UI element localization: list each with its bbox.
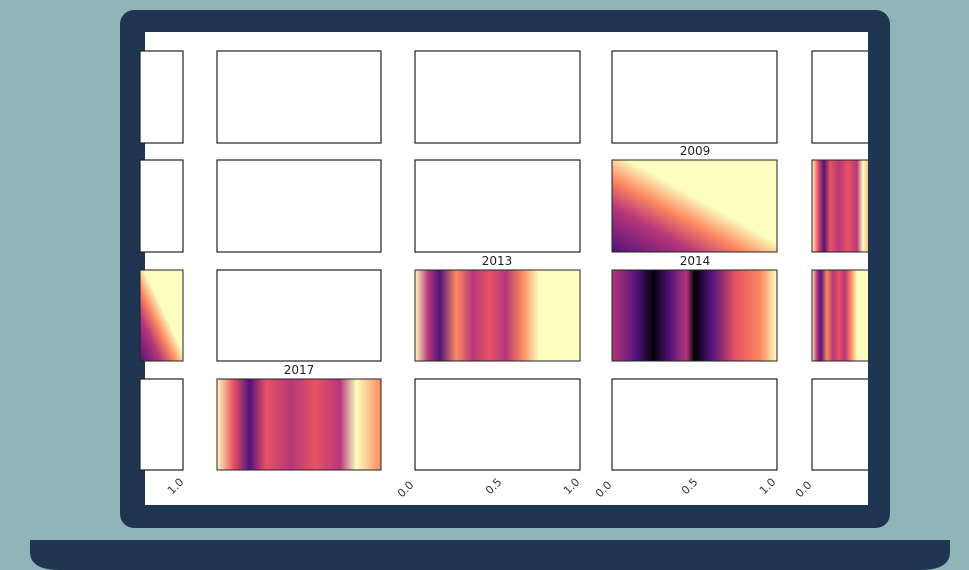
subplot-title: 2014 — [680, 254, 711, 268]
laptop-illustration: 2009 2013 2014 2017 1.0 0.0 0.5 1.0 0.0 … — [0, 0, 969, 570]
screen-bezel-right — [868, 32, 890, 505]
subplot-title: 2017 — [284, 363, 315, 377]
subplot-title: 2009 — [680, 144, 711, 158]
subplot-title: 2013 — [482, 254, 513, 268]
laptop-base — [30, 540, 950, 570]
